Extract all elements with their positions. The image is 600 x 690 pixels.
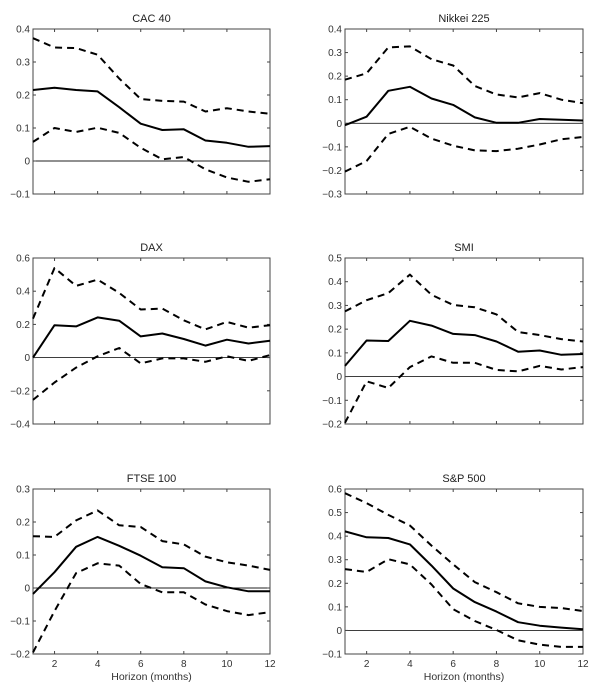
panel-smi: SMI −0.2 −0.1 0 0.1 0.2 0.3 0.4 0.5 [322,242,584,431]
y-tick-label: −0.1 [322,650,342,661]
x-tick-label: 10 [534,659,546,670]
panel-title: Nikkei 225 [438,13,489,25]
panel-title: S&P 500 [442,473,485,485]
upper-band-line [344,273,584,343]
y-tick-label: −0.1 [10,617,30,628]
panel-ftse-100: FTSE 100 −0.2 −0.1 0 0.1 0.2 0.3 2 4 6 8 10 12 Horizo… [10,473,276,683]
x-tick-label: 6 [450,659,456,670]
panel-title: FTSE 100 [127,473,177,485]
y-tick-label: 0.4 [328,532,342,543]
upper-band-line [344,492,584,613]
y-tick-label: 0.5 [328,508,342,519]
x-tick-label: 2 [52,659,58,670]
y-tick-label: 0.4 [16,25,30,36]
y-tick-label: 0.2 [16,320,30,331]
panel-title: CAC 40 [132,13,171,25]
lower-band-line [32,562,271,653]
upper-band-line [32,37,271,115]
x-tick-label: 12 [264,659,276,670]
lower-band-line [344,125,584,173]
y-tick-label: −0.2 [10,386,30,397]
panel-s-p-500: S&P 500 −0.1 0 0.1 0.2 0.3 0.4 0.5 0.6 2 4 6 8 10 12 Ho… [322,473,589,683]
panel-dax: DAX −0.4 −0.2 0 0.2 0.4 0.6 [10,242,271,431]
y-tick-label: 0 [24,353,30,364]
y-tick-label: 0.3 [328,301,342,312]
estimate-line [344,319,584,367]
x-tick-label: 2 [364,659,370,670]
y-tick-label: 0 [24,584,30,595]
estimate-line [32,535,270,595]
lower-band-line [32,347,271,401]
y-tick-label: 0.4 [16,287,30,298]
y-tick-label: 0 [24,157,30,168]
y-tick-label: −0.3 [322,190,342,201]
lower-band-line [344,355,584,424]
y-tick-label: 0.3 [16,58,30,69]
x-axis-label: Horizon (months) [111,671,192,683]
x-tick-label: 12 [577,659,589,670]
y-tick-label: 0.6 [16,254,30,265]
y-tick-label: 0.4 [328,25,342,36]
x-tick-label: 4 [407,659,413,670]
y-tick-label: −0.4 [10,420,30,431]
y-tick-label: 0.6 [328,485,342,496]
x-tick-label: 4 [95,659,101,670]
y-tick-label: −0.1 [322,142,342,153]
x-tick-label: 10 [221,659,233,670]
lower-band-line [32,126,271,183]
y-tick-label: 0 [336,626,342,637]
y-tick-label: 0.2 [328,325,342,336]
y-tick-label: 0.3 [16,485,30,496]
y-tick-label: 0.4 [328,277,342,288]
y-tick-label: 0.2 [16,91,30,102]
y-tick-label: −0.2 [10,650,30,661]
lower-band-line [344,558,583,648]
y-tick-label: 0.3 [328,48,342,59]
axes-frame [32,488,271,655]
axes-frame [344,28,584,195]
y-tick-label: −0.1 [10,190,30,201]
axes-frame [32,28,271,195]
y-tick-label: −0.2 [322,420,342,431]
y-tick-label: 0.2 [16,518,30,529]
panel-title: DAX [140,242,163,254]
upper-band-line [32,267,271,331]
estimate-line [344,530,584,631]
y-tick-label: 0.3 [328,555,342,566]
panel-title: SMI [454,242,474,254]
y-tick-label: 0.1 [16,551,30,562]
y-tick-label: 0.1 [328,348,342,359]
upper-band-line [32,509,271,571]
y-tick-label: 0 [336,372,342,383]
upper-band-line [344,45,584,105]
x-tick-label: 8 [181,659,187,670]
x-tick-label: 8 [494,659,500,670]
estimate-line [32,86,271,148]
y-tick-label: 0.2 [328,579,342,590]
x-axis-label: Horizon (months) [424,671,505,683]
y-tick-label: 0.1 [328,602,342,613]
estimate-line [32,316,271,359]
y-tick-label: 0.2 [328,72,342,83]
y-tick-label: −0.1 [322,396,342,407]
y-tick-label: 0.5 [328,254,342,265]
y-tick-label: 0 [336,119,342,130]
panel-cac-40: CAC 40 −0.1 0 0.1 0.2 0.3 0.4 [10,13,271,201]
y-tick-label: 0.1 [328,95,342,106]
panel-nikkei-225: Nikkei 225 −0.3 −0.2 −0.1 0 0.1 0.2 0.3 0.4 [322,13,584,201]
y-tick-label: 0.1 [16,124,30,135]
estimate-line [344,85,584,127]
axes-frame [344,488,584,655]
x-tick-label: 6 [138,659,144,670]
y-tick-label: −0.2 [322,166,342,177]
